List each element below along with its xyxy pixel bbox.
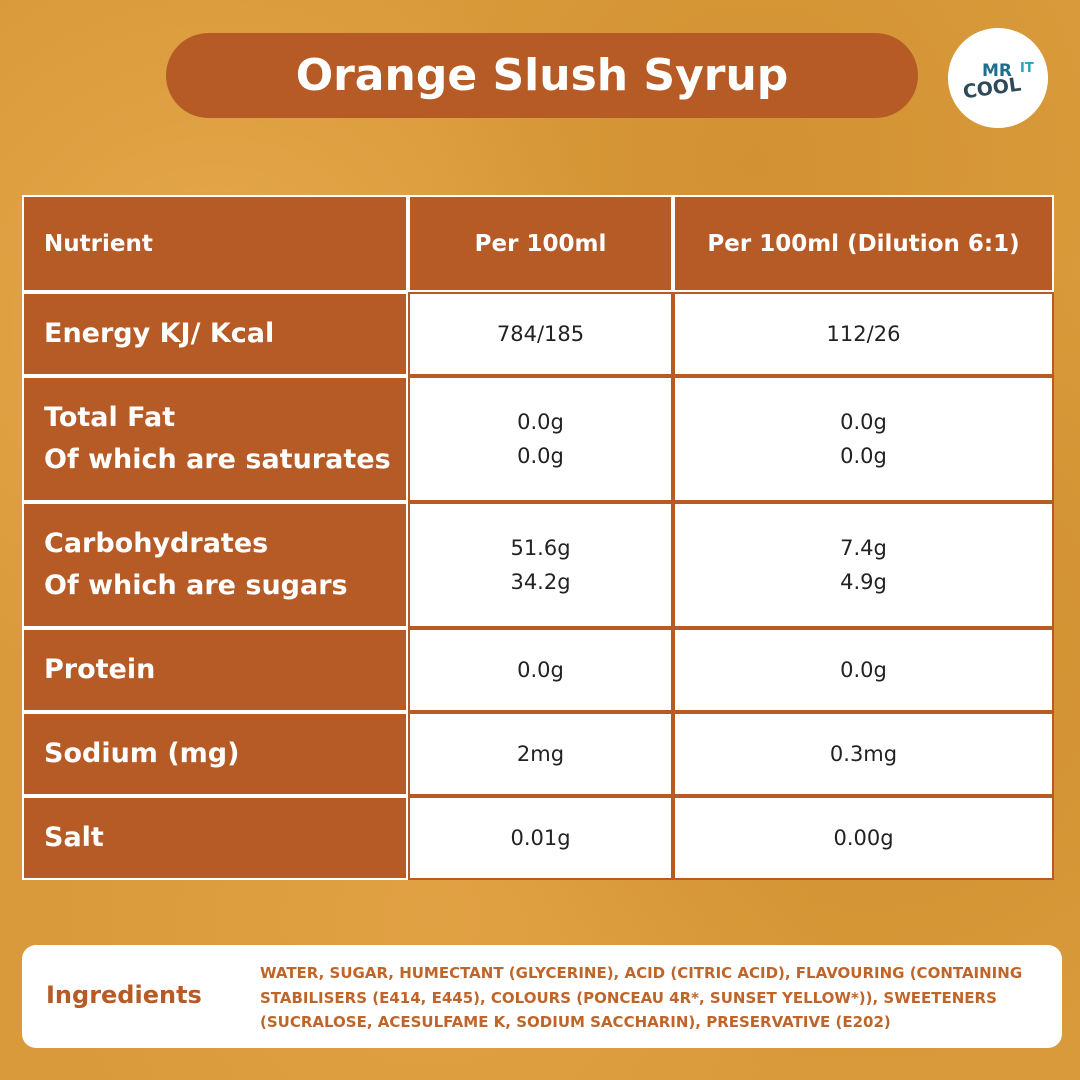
value-cell: 7.4g 4.9g [673, 502, 1054, 628]
ingredients-line: (SUCRALOSE, ACESULFAME K, SODIUM SACCHAR… [260, 1013, 891, 1031]
label-line: Carbohydrates [44, 528, 269, 559]
column-header: Nutrient [22, 195, 408, 292]
logo-circle [948, 28, 1048, 128]
ingredients-text: WATER, SUGAR, HUMECTANT (GLYCERINE), ACI… [260, 961, 1022, 1035]
value-cell: 2mg [408, 712, 673, 796]
value-cell: 0.0g 0.0g [408, 376, 673, 502]
value-cell: 0.0g 0.0g [673, 376, 1054, 502]
value-line: 0.01g [510, 826, 571, 850]
value-cell: 0.0g [673, 628, 1054, 712]
logo-text: IT [1020, 61, 1034, 76]
row-label: Total Fat Of which are saturates [22, 376, 408, 502]
ingredients-label: Ingredients [46, 981, 202, 1009]
value-line: 0.0g [840, 444, 887, 468]
label-line: Of which are saturates [44, 444, 391, 475]
header-text: Nutrient [44, 230, 153, 257]
value-cell: 0.01g [408, 796, 673, 880]
label-line: Salt [44, 822, 104, 853]
column-header: Per 100ml (Dilution 6:1) [673, 195, 1054, 292]
value-cell: 0.00g [673, 796, 1054, 880]
value-line: 7.4g [840, 536, 887, 560]
value-line: 0.0g [517, 410, 564, 434]
value-line: 0.0g [517, 444, 564, 468]
label-line: Sodium (mg) [44, 738, 240, 769]
value-cell: 0.0g [408, 628, 673, 712]
ingredients-line: WATER, SUGAR, HUMECTANT (GLYCERINE), ACI… [260, 964, 1023, 982]
ingredients-line: STABILISERS (E414, E445), COLOURS (PONCE… [260, 988, 997, 1007]
value-line: 0.0g [840, 410, 887, 434]
row-label: Energy KJ/ Kcal [22, 292, 408, 376]
value-cell: 51.6g 34.2g [408, 502, 673, 628]
title-banner: Orange Slush Syrup [166, 33, 918, 118]
row-label: Sodium (mg) [22, 712, 408, 796]
label-line: Energy KJ/ Kcal [44, 318, 275, 349]
value-cell: 0.3mg [673, 712, 1054, 796]
value-line: 51.6g [510, 536, 571, 560]
header-text: Per 100ml (Dilution 6:1) [707, 230, 1020, 257]
logo: MR COOL IT [948, 28, 1048, 128]
label-line: Total Fat [44, 402, 176, 433]
title: Orange Slush Syrup [295, 50, 789, 101]
label-line: Protein [44, 654, 156, 685]
header-text: Per 100ml [474, 230, 607, 257]
value-cell: 784/185 [408, 292, 673, 376]
value-line: 34.2g [510, 570, 571, 594]
label-line: Of which are sugars [44, 570, 348, 601]
column-header: Per 100ml [408, 195, 673, 292]
row-label: Protein [22, 628, 408, 712]
value-line: 2mg [516, 742, 565, 766]
value-line: 0.3mg [829, 742, 898, 766]
ingredients-box: Ingredients WATER, SUGAR, HUMECTANT (GLY… [22, 945, 1062, 1048]
value-line: 0.0g [517, 658, 564, 682]
value-line: 112/26 [826, 322, 901, 346]
value-cell: 112/26 [673, 292, 1054, 376]
row-label: Carbohydrates Of which are sugars [22, 502, 408, 628]
logo-text: MR [982, 61, 1012, 81]
row-label: Salt [22, 796, 408, 880]
value-line: 0.00g [833, 826, 894, 850]
value-line: 0.0g [840, 658, 887, 682]
value-line: 784/185 [496, 322, 585, 346]
value-line: 4.9g [840, 570, 887, 594]
